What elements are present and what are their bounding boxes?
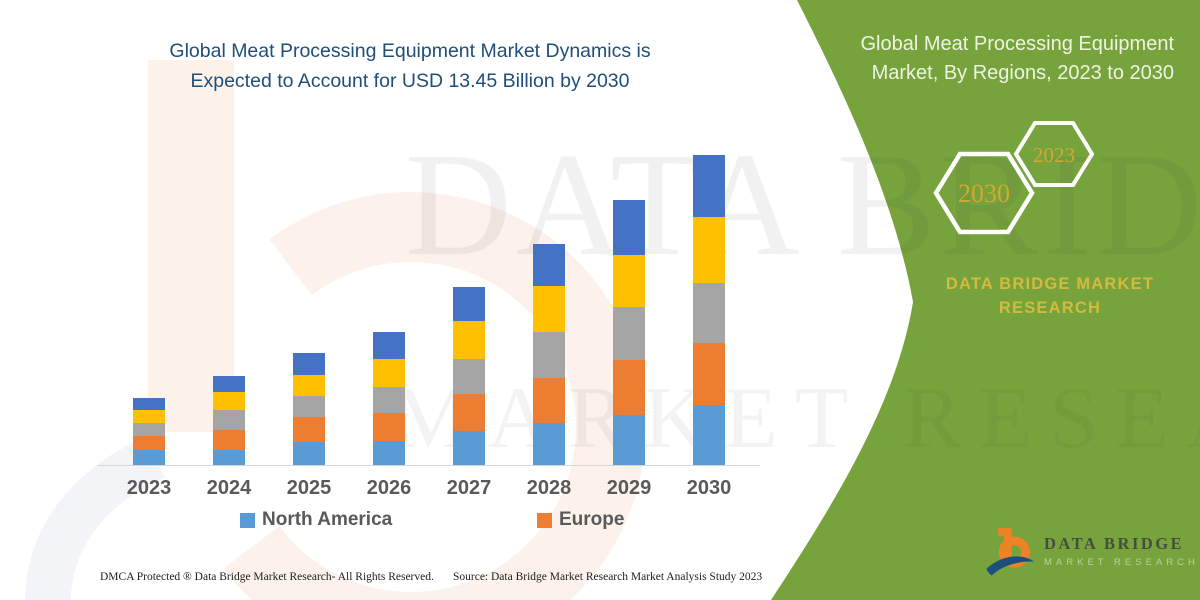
hexagon-2030-label: 2030 (958, 179, 1010, 208)
bar-segment-unlabeled-darkblue (533, 244, 565, 286)
bar-segment-North America (613, 415, 645, 465)
bar-segment-Europe (213, 430, 245, 450)
x-axis-label-2030: 2030 (686, 477, 732, 499)
bar-segment-North America (373, 441, 405, 465)
bar-segment-North America (693, 405, 725, 465)
brand-text-line2: RESEARCH (998, 299, 1102, 317)
bar-segment-unlabeled-darkblue (613, 200, 645, 255)
bar-segment-unlabeled-darkblue (373, 332, 405, 359)
legend-label: North America (262, 509, 393, 530)
stacked-bar-2027 (453, 287, 485, 465)
footer-source-text: Source: Data Bridge Market Research Mark… (453, 571, 763, 583)
bar-segment-North America (133, 450, 165, 465)
bar-segment-unlabeled-darkblue (293, 353, 325, 375)
bar-segment-North America (533, 423, 565, 465)
bar-segment-unlabeled-yellow (453, 321, 485, 359)
logo-text: DATA BRIDGE MARKET RESEARCH (1044, 534, 1199, 568)
brand-text: DATA BRIDGE MARKET RESEARCH (925, 272, 1175, 320)
stacked-bar-2026 (373, 332, 405, 465)
bar-segment-Europe (453, 394, 485, 431)
bar-segment-Europe (373, 413, 405, 441)
bar-segment-unlabeled-yellow (133, 410, 165, 423)
bar-segment-North America (293, 442, 325, 465)
bar-segment-unlabeled-darkblue (133, 398, 165, 410)
legend-item-North America: North America (240, 509, 392, 531)
bar-segment-unlabeled-yellow (693, 217, 725, 283)
bar-segment-unlabeled-gray (453, 359, 485, 394)
x-axis-label-2028: 2028 (526, 477, 572, 499)
bar-segment-unlabeled-darkblue (213, 376, 245, 392)
bar-segment-unlabeled-gray (613, 307, 645, 360)
x-axis-label-2027: 2027 (446, 477, 492, 499)
bar-segment-Europe (293, 417, 325, 442)
bar-segment-North America (453, 431, 485, 465)
bar-segment-unlabeled-gray (373, 387, 405, 413)
stacked-bar-2025 (293, 353, 325, 465)
bar-segment-Europe (133, 436, 165, 450)
bar-segment-unlabeled-gray (293, 396, 325, 417)
stacked-bar-2029 (613, 200, 645, 465)
hexagon-2030 (933, 151, 1035, 235)
data-bridge-logo-icon (986, 527, 1035, 576)
chart-title-line1: Global Meat Processing Equipment Market … (169, 40, 651, 62)
hexagon-2023-label: 2023 (1033, 143, 1075, 167)
bar-segment-unlabeled-darkblue (693, 155, 725, 217)
stacked-bar-2028 (533, 244, 565, 465)
x-axis-label-2025: 2025 (286, 477, 332, 499)
bar-segment-unlabeled-gray (533, 332, 565, 378)
bar-segment-Europe (533, 378, 565, 423)
green-panel-shape (771, 0, 1200, 600)
x-axis-label-2026: 2026 (366, 477, 412, 499)
right-panel-title-line2: Market, By Regions, 2023 to 2030 (871, 62, 1174, 84)
stacked-bar-2023 (133, 398, 165, 465)
right-panel-title-line1: Global Meat Processing Equipment (860, 33, 1175, 55)
bar-segment-Europe (613, 360, 645, 415)
bar-segment-unlabeled-yellow (613, 255, 645, 307)
x-axis-label-2029: 2029 (606, 477, 652, 499)
hexagon-2023 (1013, 121, 1095, 187)
stacked-bar-2024 (213, 376, 245, 465)
stacked-bar-2030 (693, 155, 725, 465)
brand-text-line1: DATA BRIDGE MARKET (945, 275, 1155, 293)
bar-segment-Europe (693, 343, 725, 405)
legend-swatch-icon (240, 512, 255, 528)
legend-label: Europe (559, 509, 625, 530)
logo-name: DATA BRIDGE (1044, 534, 1185, 553)
bar-segment-unlabeled-darkblue (453, 287, 485, 321)
data-bridge-logo: DATA BRIDGE MARKET RESEARCH (984, 526, 1199, 580)
x-axis-label-2024: 2024 (206, 477, 252, 499)
right-panel-title: Global Meat Processing Equipment Market,… (842, 30, 1175, 88)
hexagons-graphic: 2030 2023 (933, 121, 1095, 235)
bar-segment-unlabeled-yellow (373, 359, 405, 387)
bar-segment-unlabeled-gray (133, 423, 165, 436)
footer-dmca-text: DMCA Protected ® Data Bridge Market Rese… (100, 571, 434, 583)
legend-item-Europe: Europe (537, 509, 624, 531)
bar-segment-unlabeled-gray (213, 410, 245, 430)
bar-segment-unlabeled-yellow (213, 392, 245, 410)
chart-title: Global Meat Processing Equipment Market … (75, 36, 745, 96)
bar-segment-North America (213, 450, 245, 465)
legend-swatch-icon (537, 512, 552, 528)
chart-title-line2: Expected to Account for USD 13.45 Billio… (190, 70, 630, 92)
logo-swoosh (986, 556, 1035, 576)
logo-subtitle: MARKET RESEARCH (1044, 557, 1199, 568)
bar-segment-unlabeled-yellow (293, 375, 325, 396)
x-axis-label-2023: 2023 (126, 477, 172, 499)
bar-segment-unlabeled-yellow (533, 286, 565, 332)
x-axis-line (98, 465, 760, 466)
bar-segment-unlabeled-gray (693, 283, 725, 343)
